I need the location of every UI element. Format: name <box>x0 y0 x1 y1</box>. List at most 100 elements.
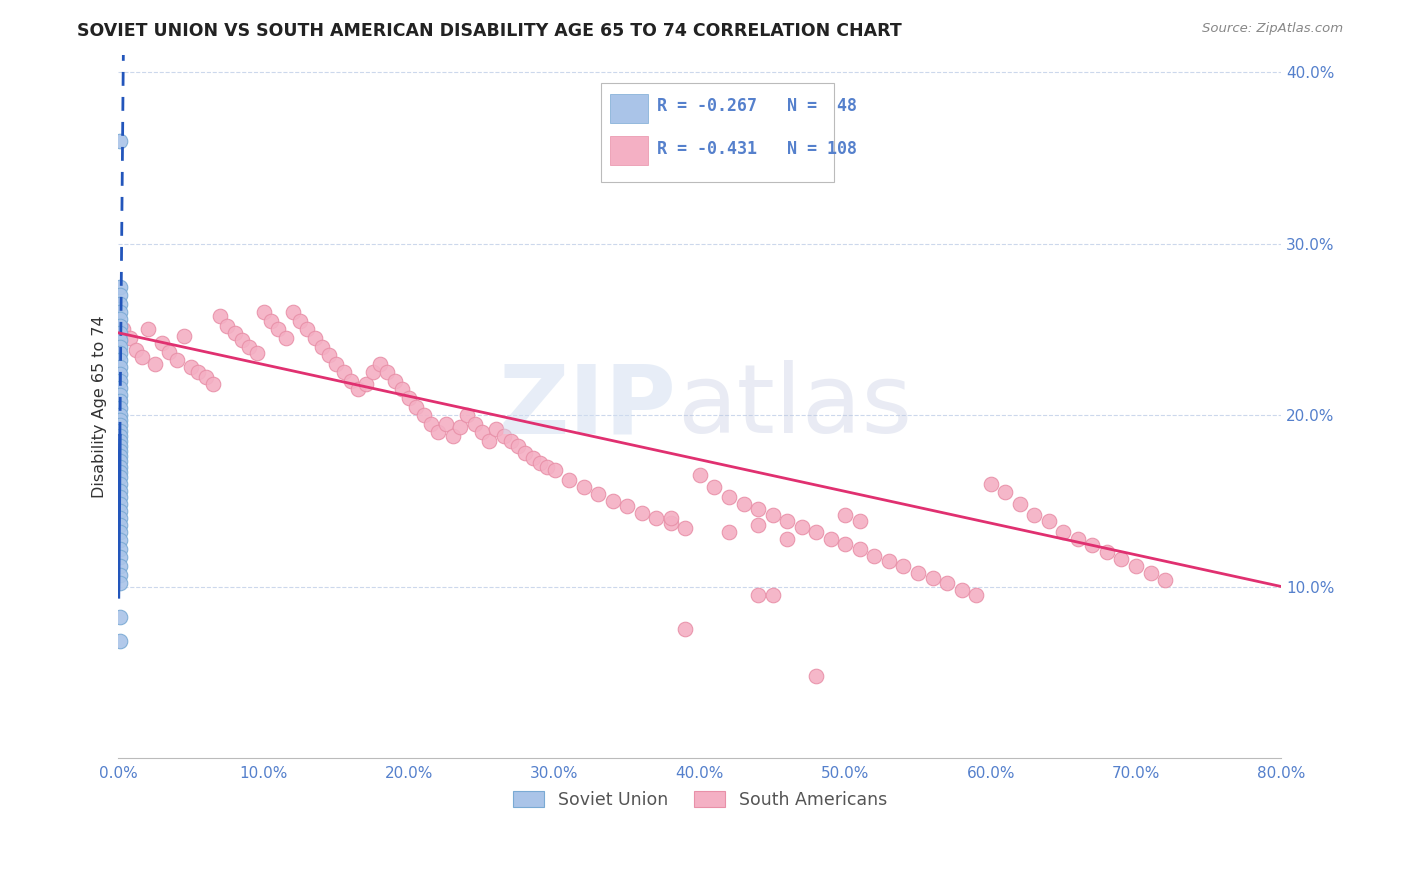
Point <box>108 476 131 491</box>
Point <box>108 340 131 354</box>
Point <box>108 470 131 484</box>
Point <box>108 550 131 565</box>
Point <box>586 487 609 501</box>
Point <box>485 422 508 436</box>
Text: atlas: atlas <box>676 360 911 453</box>
Point <box>994 485 1017 500</box>
Point <box>368 357 391 371</box>
Point <box>536 459 558 474</box>
Point <box>304 331 326 345</box>
Point <box>224 326 246 340</box>
Point <box>297 322 319 336</box>
Point <box>131 350 153 364</box>
Point <box>1038 515 1060 529</box>
Point <box>108 381 131 395</box>
Point <box>1024 508 1046 522</box>
Point <box>950 582 973 597</box>
Point <box>260 314 283 328</box>
Point <box>108 333 131 347</box>
Point <box>703 480 725 494</box>
Point <box>893 559 915 574</box>
Point <box>108 346 131 360</box>
Point <box>108 450 131 464</box>
Point <box>108 394 131 409</box>
FancyBboxPatch shape <box>610 136 648 166</box>
Point <box>1125 559 1147 574</box>
Point <box>166 353 188 368</box>
Point <box>1081 538 1104 552</box>
Point <box>492 428 515 442</box>
Point <box>325 357 347 371</box>
Point <box>180 360 202 375</box>
Point <box>391 383 413 397</box>
Point <box>863 549 886 563</box>
Point <box>689 468 711 483</box>
Point <box>332 365 354 379</box>
Point <box>108 524 131 539</box>
Text: ZIP: ZIP <box>499 360 676 453</box>
Text: R = -0.431   N = 108: R = -0.431 N = 108 <box>657 140 856 158</box>
Point <box>231 333 253 347</box>
Point <box>834 537 856 551</box>
Point <box>108 408 131 422</box>
Point <box>143 357 166 371</box>
Point <box>673 623 696 637</box>
Point <box>508 439 530 453</box>
Point <box>384 374 406 388</box>
Point <box>108 567 131 582</box>
Point <box>572 480 595 494</box>
Point <box>673 521 696 535</box>
Point <box>108 134 131 148</box>
Point <box>108 444 131 458</box>
Point <box>733 497 755 511</box>
Y-axis label: Disability Age 65 to 74: Disability Age 65 to 74 <box>93 315 107 498</box>
Point <box>645 511 668 525</box>
Point <box>529 456 551 470</box>
Point <box>108 517 131 532</box>
Point <box>354 377 377 392</box>
Legend: Soviet Union, South Americans: Soviet Union, South Americans <box>506 784 894 816</box>
Point <box>849 541 872 556</box>
Point <box>441 428 464 442</box>
Point <box>659 516 682 530</box>
Point <box>980 476 1002 491</box>
Point <box>108 434 131 448</box>
Point <box>108 288 131 302</box>
Point <box>499 434 522 448</box>
Point <box>907 566 929 580</box>
Point <box>108 465 131 479</box>
Point <box>311 340 333 354</box>
Point <box>806 669 828 683</box>
Point <box>108 318 131 333</box>
Point <box>398 391 420 405</box>
Point <box>762 588 785 602</box>
Point <box>522 450 544 465</box>
Point <box>245 346 267 360</box>
Point <box>125 343 148 357</box>
Point <box>1095 545 1118 559</box>
Point <box>108 511 131 525</box>
Point <box>478 434 501 448</box>
Point <box>420 417 443 431</box>
Point <box>1008 497 1031 511</box>
Text: SOVIET UNION VS SOUTH AMERICAN DISABILITY AGE 65 TO 74 CORRELATION CHART: SOVIET UNION VS SOUTH AMERICAN DISABILIT… <box>77 22 903 40</box>
Point <box>267 322 290 336</box>
Point <box>515 446 537 460</box>
Point <box>630 506 652 520</box>
Point <box>108 533 131 548</box>
Point <box>108 559 131 574</box>
Point <box>717 491 740 505</box>
Point <box>936 576 959 591</box>
Point <box>108 296 131 310</box>
FancyBboxPatch shape <box>610 94 648 123</box>
Point <box>108 454 131 468</box>
Point <box>150 336 173 351</box>
Point <box>194 370 217 384</box>
Point <box>1139 566 1161 580</box>
Point <box>405 400 427 414</box>
FancyBboxPatch shape <box>602 83 834 182</box>
Point <box>288 314 311 328</box>
Text: R = -0.267   N =  48: R = -0.267 N = 48 <box>657 97 856 115</box>
Point <box>790 519 813 533</box>
Point <box>543 463 565 477</box>
